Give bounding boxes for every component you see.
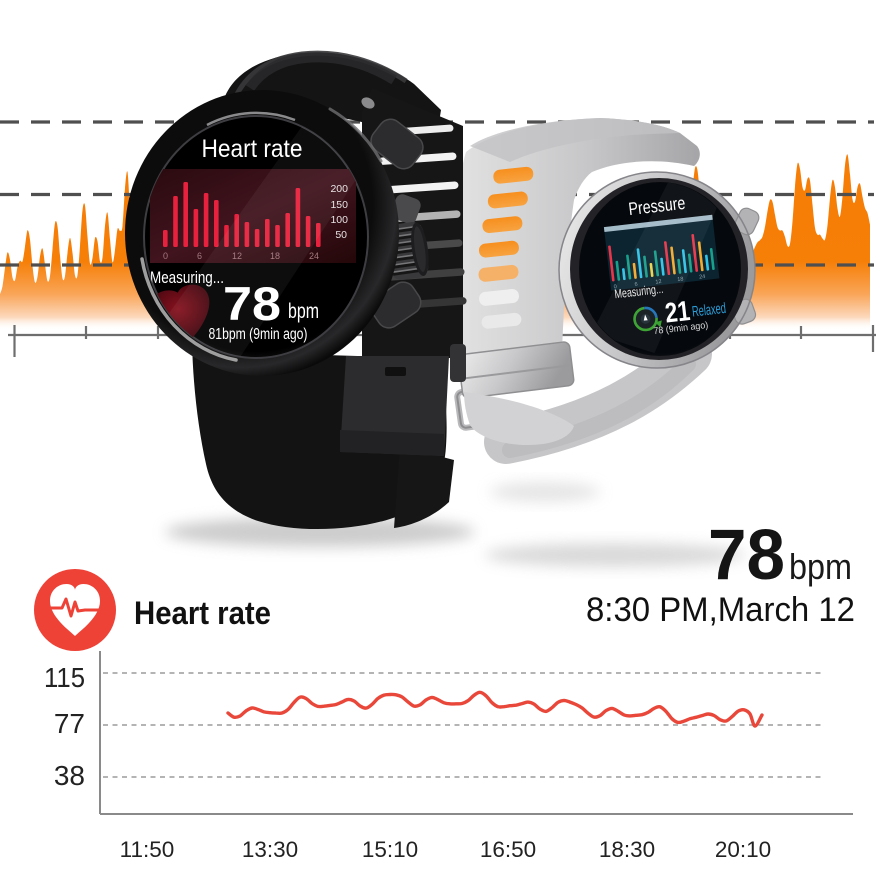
svg-text:0: 0 bbox=[613, 284, 617, 290]
svg-text:115: 115 bbox=[44, 662, 85, 693]
svg-text:Heart rate: Heart rate bbox=[134, 595, 271, 631]
svg-text:Measuring...: Measuring... bbox=[614, 282, 664, 301]
svg-text:Measuring...: Measuring... bbox=[150, 268, 224, 287]
svg-text:18:30: 18:30 bbox=[599, 837, 655, 862]
svg-text:Relaxed: Relaxed bbox=[691, 300, 727, 321]
svg-text:200: 200 bbox=[330, 183, 348, 195]
svg-text:6: 6 bbox=[197, 251, 202, 261]
svg-text:38: 38 bbox=[54, 760, 85, 791]
svg-text:20:10: 20:10 bbox=[715, 837, 771, 862]
svg-text:18: 18 bbox=[270, 251, 280, 261]
svg-text:81bpm (9min ago): 81bpm (9min ago) bbox=[209, 326, 308, 343]
svg-text:150: 150 bbox=[330, 199, 348, 211]
svg-text:bpm: bpm bbox=[288, 300, 319, 323]
svg-text:77: 77 bbox=[54, 708, 85, 739]
svg-text:6: 6 bbox=[634, 282, 638, 288]
svg-text:13:30: 13:30 bbox=[242, 837, 298, 862]
svg-text:bpm: bpm bbox=[789, 546, 852, 587]
svg-text:24: 24 bbox=[699, 274, 706, 281]
svg-text:24: 24 bbox=[309, 251, 319, 261]
svg-text:0: 0 bbox=[163, 251, 168, 261]
svg-text:50: 50 bbox=[335, 229, 347, 241]
svg-text:12: 12 bbox=[655, 279, 662, 286]
svg-text:78: 78 bbox=[708, 516, 785, 595]
svg-text:8:30 PM,March 12: 8:30 PM,March 12 bbox=[586, 591, 855, 629]
svg-text:100: 100 bbox=[330, 214, 348, 226]
svg-text:16:50: 16:50 bbox=[480, 837, 536, 862]
svg-text:18: 18 bbox=[677, 276, 684, 283]
svg-text:11:50: 11:50 bbox=[120, 837, 175, 862]
svg-text:15:10: 15:10 bbox=[362, 837, 418, 862]
svg-text:12: 12 bbox=[232, 251, 242, 261]
svg-text:Heart rate: Heart rate bbox=[202, 135, 303, 163]
svg-text:21: 21 bbox=[663, 295, 691, 329]
svg-text:78: 78 bbox=[223, 277, 281, 330]
